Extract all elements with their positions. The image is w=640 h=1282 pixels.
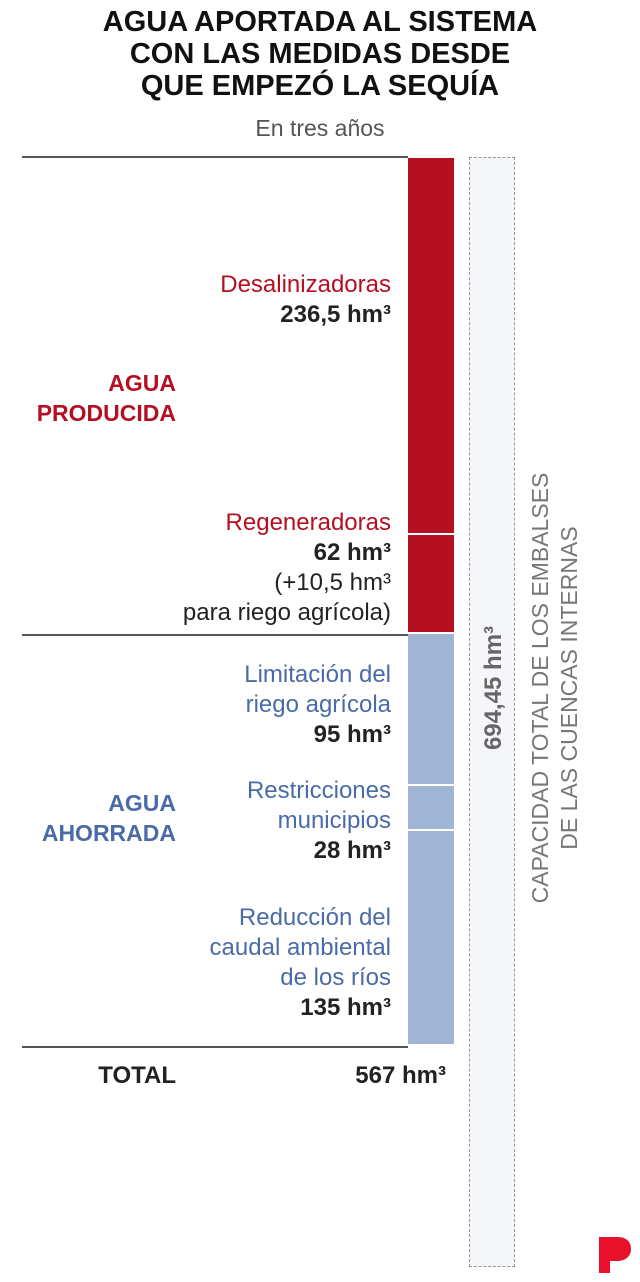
chart-title: AGUA APORTADA AL SISTEMA CON LAS MEDIDAS… [0, 6, 640, 102]
label-reduccion-name-2: caudal ambiental [209, 934, 391, 961]
label-desalinizadoras-name: Desalinizadoras [220, 271, 391, 298]
group-saved-line-1: AGUA [108, 790, 176, 816]
bar-segment-restricciones-municipios [408, 785, 454, 829]
title-line-3: QUE EMPEZÓ LA SEQUÍA [140, 70, 500, 102]
capacity-value: 694,45 hm³ [480, 625, 507, 751]
bar-segment-reduccion-caudal [408, 830, 454, 1044]
label-reduccion-name-3: de los ríos [280, 964, 391, 991]
capacity-label-line-2: DE LAS CUENCAS INTERNAS [556, 526, 582, 850]
group-saved-line-2: AHORRADA [41, 820, 176, 846]
label-limitacion-name-2: riego agrícola [245, 691, 391, 718]
bar-segment-desalinizadoras [408, 158, 454, 534]
capacity-reference-bar [469, 157, 515, 1267]
label-restricciones: Restricciones municipios 28 hm³ [247, 776, 391, 866]
label-regeneradoras-extra-1: (+10,5 hm³ [274, 569, 391, 596]
label-limitacion-value: 95 hm³ [313, 721, 391, 748]
title-line-2: CON LAS MEDIDAS DESDE [129, 38, 511, 70]
bottom-rule [22, 1046, 408, 1048]
total-label: TOTAL [98, 1062, 176, 1089]
label-restricciones-name-2: municipios [277, 807, 391, 834]
label-regeneradoras-value: 62 hm³ [313, 539, 391, 566]
label-restricciones-value: 28 hm³ [313, 837, 391, 864]
label-regeneradoras-name: Regeneradoras [225, 509, 391, 536]
chart-subtitle: En tres años [255, 115, 385, 141]
publisher-logo-icon [599, 1237, 631, 1273]
group-label-saved: AGUA AHORRADA [18, 788, 176, 848]
label-reduccion: Reducción del caudal ambiental de los rí… [210, 903, 391, 1023]
capacity-label: CAPACIDAD TOTAL DE LOS EMBALSES DE LAS C… [526, 473, 584, 904]
middle-rule [22, 634, 408, 636]
label-desalinizadoras-value: 236,5 hm³ [280, 301, 391, 328]
group-produced-line-1: AGUA [108, 370, 176, 396]
bar-segment-regeneradoras [408, 535, 454, 633]
label-limitacion-name-1: Limitación del [244, 661, 391, 688]
bar-segment-limitacion-riego [408, 634, 454, 784]
label-reduccion-value: 135 hm³ [300, 994, 391, 1021]
total-value: 567 hm³ [355, 1062, 446, 1089]
label-limitacion: Limitación del riego agrícola 95 hm³ [244, 660, 391, 750]
label-regeneradoras-extra-2: para riego agrícola) [182, 599, 391, 626]
title-line-1: AGUA APORTADA AL SISTEMA [102, 6, 538, 38]
top-rule [22, 156, 408, 158]
group-produced-line-2: PRODUCIDA [36, 400, 176, 426]
label-restricciones-name-1: Restricciones [246, 777, 391, 804]
capacity-label-line-1: CAPACIDAD TOTAL DE LOS EMBALSES [527, 472, 553, 904]
label-reduccion-name-1: Reducción del [238, 904, 391, 931]
label-desalinizadoras: Desalinizadoras 236,5 hm³ [220, 270, 391, 330]
label-regeneradoras: Regeneradoras 62 hm³ (+10,5 hm³ para rie… [183, 508, 391, 628]
group-label-produced: AGUA PRODUCIDA [18, 368, 176, 428]
